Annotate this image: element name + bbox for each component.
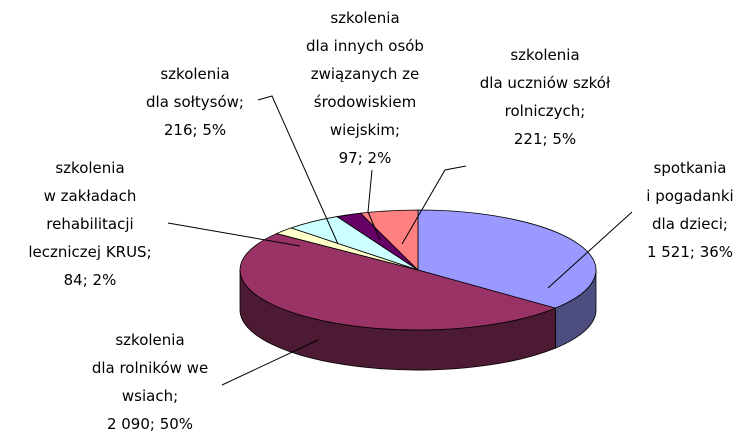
value-label: 97; 2% [338,149,392,167]
slice [239,233,556,331]
category-label: szkolenia dla sołtysów; [146,65,244,111]
slice-label: szkolenia dla sołtysów; 216; 5% [95,60,295,144]
leader-line [221,339,319,386]
leader-line [167,222,301,247]
leader-line [401,165,467,245]
category-label: szkolenia dla rolników we wsiach; [91,331,209,405]
slice [417,209,597,309]
value-label: 1 521; 36% [646,243,734,261]
pie [239,209,597,371]
leader-line [547,211,633,289]
slice-label: szkolenia dla rolników we wsiach; 2 090; … [50,326,250,438]
leader-line [257,95,339,245]
value-label: 2 090; 50% [106,415,194,433]
value-label: 84; 2% [63,271,117,289]
category-label: spotkania i pogadanki dla dzieci; [646,159,734,233]
slice-label: szkolenia dla uczniów szkół rolniczych; 2… [445,41,645,153]
leader-line [367,169,381,241]
value-label: 216; 5% [163,121,227,139]
value-label: 221; 5% [513,130,577,148]
category-label: szkolenia dla innych osób związanych ze … [306,9,424,139]
slice-label: spotkania i pogadanki dla dzieci; 1 521; … [590,154,748,266]
slice-label: szkolenia dla innych osób związanych ze … [265,4,465,172]
category-label: szkolenia w zakładach rehabilitacji lecz… [28,159,152,261]
slice-label: szkolenia w zakładach rehabilitacji lecz… [0,154,190,294]
slice [360,209,419,271]
category-label: szkolenia dla uczniów szkół rolniczych; [479,46,611,120]
